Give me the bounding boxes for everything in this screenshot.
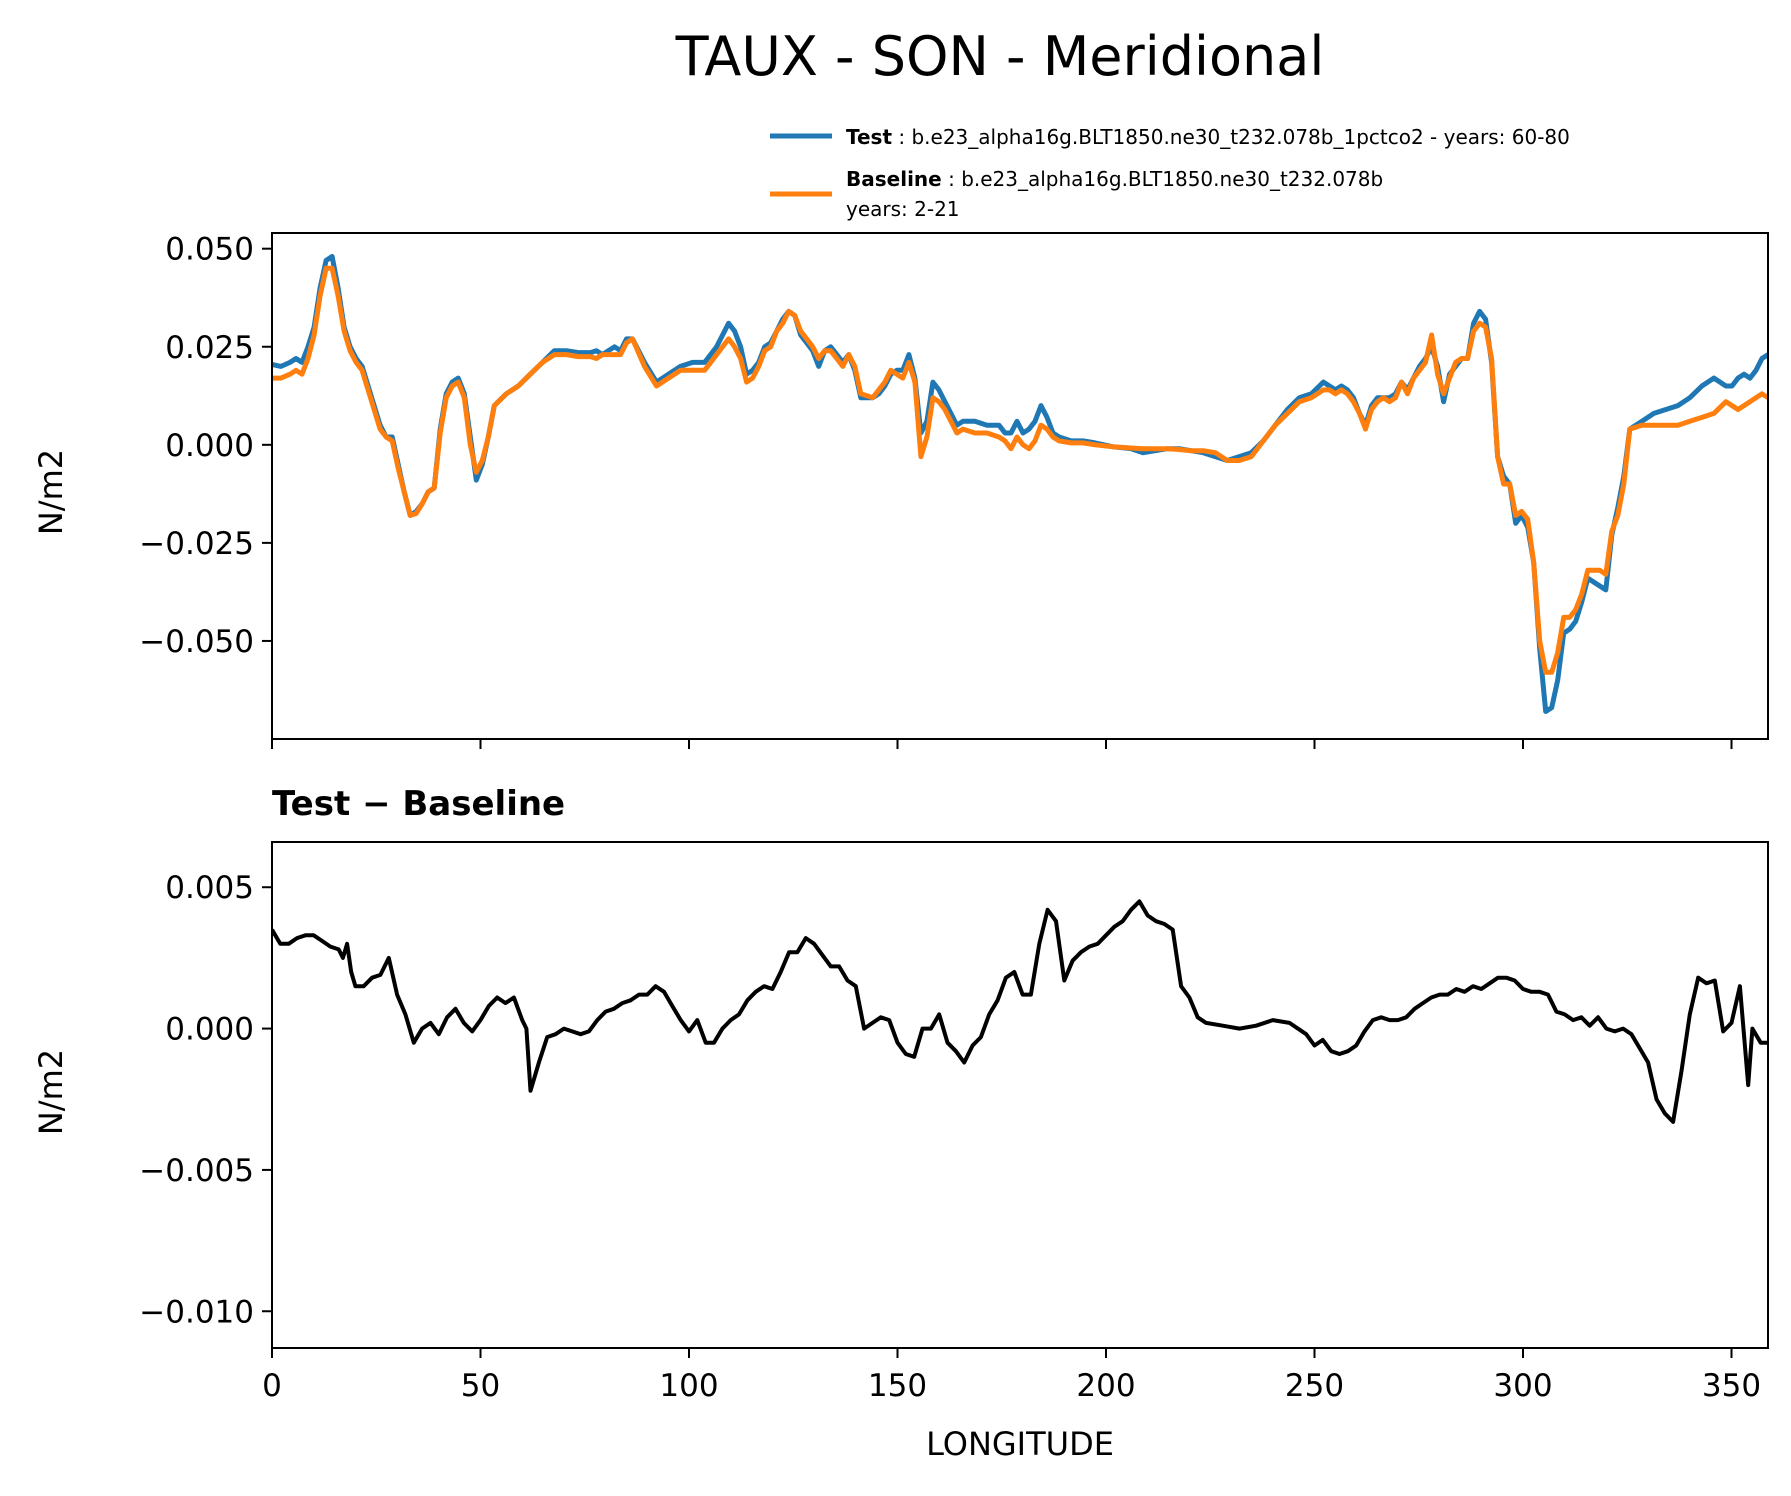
bottom-axes-frame xyxy=(271,841,1769,1349)
top-y-tick-label: 0.050 xyxy=(165,232,254,268)
bottom-y-tick-label: 0.005 xyxy=(165,870,254,906)
bottom-y-tick-label: 0.000 xyxy=(165,1012,254,1048)
top-x-ticks xyxy=(271,739,1733,749)
top-y-tick-label: 0.000 xyxy=(165,428,254,464)
top-y-tick-label: −0.025 xyxy=(139,526,254,562)
bottom-series xyxy=(272,899,1768,1124)
legend-label-baseline-text: b.e23_alpha16g.BLT1850.ne30_t232.078b xyxy=(961,167,1383,191)
top-y-tick-label: −0.050 xyxy=(139,624,254,660)
legend-label-test-sep: : xyxy=(892,125,911,149)
bottom-x-tick-label: 250 xyxy=(1285,1368,1344,1404)
bottom-panel: Test − Baseline 0.005 0.000 −0.005 −0.010 0… xyxy=(32,784,1769,1463)
legend-label-baseline-years: years: 2-21 xyxy=(846,197,960,221)
top-y-ticks: 0.050 0.025 0.000 −0.025 −0.050 xyxy=(139,232,272,660)
bottom-x-tick-label: 100 xyxy=(659,1368,718,1404)
bottom-y-ticks: 0.005 0.000 −0.005 −0.010 xyxy=(139,870,272,1330)
bottom-x-tick-label: 0 xyxy=(262,1368,282,1404)
bottom-x-tick-label: 300 xyxy=(1493,1368,1552,1404)
bottom-x-tick-label: 350 xyxy=(1702,1368,1761,1404)
bottom-x-tick-label: 150 xyxy=(868,1368,927,1404)
legend-label-baseline: Baseline : b.e23_alpha16g.BLT1850.ne30_t… xyxy=(846,167,1383,191)
top-axes-frame xyxy=(271,232,1769,740)
legend-label-test-text: b.e23_alpha16g.BLT1850.ne30_t232.078b_1p… xyxy=(911,125,1569,149)
bottom-y-axis-label: N/m2 xyxy=(32,1049,70,1135)
top-panel: 0.050 0.025 0.000 −0.025 −0.050 N/m2 xyxy=(32,232,1769,749)
legend-label-test-bold: Test xyxy=(846,125,892,149)
top-y-axis-label: N/m2 xyxy=(32,449,70,535)
chart-title: TAUX - SON - Meridional xyxy=(675,25,1325,88)
bottom-x-tick-label: 200 xyxy=(1076,1368,1135,1404)
legend-label-test: Test : b.e23_alpha16g.BLT1850.ne30_t232.… xyxy=(846,125,1570,149)
x-axis-label: LONGITUDE xyxy=(926,1425,1114,1463)
top-y-tick-label: 0.025 xyxy=(165,330,254,366)
bottom-panel-title: Test − Baseline xyxy=(272,784,565,824)
bottom-y-tick-label: −0.005 xyxy=(139,1153,254,1189)
legend-label-baseline-sep: : xyxy=(942,167,961,191)
top-series xyxy=(272,254,1768,714)
bottom-x-tick-label: 50 xyxy=(461,1368,500,1404)
legend: Test : b.e23_alpha16g.BLT1850.ne30_t232.… xyxy=(770,125,1570,221)
bottom-y-tick-label: −0.010 xyxy=(139,1294,254,1330)
bottom-x-ticks: 0 50 100 150 200 250 300 350 xyxy=(262,1348,1761,1404)
legend-label-baseline-bold: Baseline xyxy=(846,167,942,191)
series-line-difference xyxy=(272,899,1768,1124)
series-line-baseline xyxy=(272,265,1768,675)
